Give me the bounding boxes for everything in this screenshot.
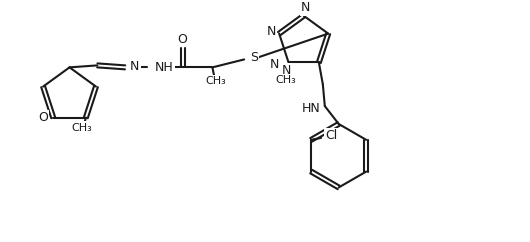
Text: CH₃: CH₃ [275,75,296,85]
Text: N: N [270,58,279,71]
Text: N: N [130,60,139,73]
Text: O: O [178,33,188,46]
Text: N: N [282,64,292,77]
Text: NH: NH [155,61,174,74]
Text: N: N [301,1,311,14]
Text: CH₃: CH₃ [205,76,226,86]
Text: O: O [38,111,48,124]
Text: S: S [250,51,258,64]
Text: Cl: Cl [325,129,338,142]
Text: HN: HN [302,102,320,114]
Text: N: N [267,25,276,38]
Text: CH₃: CH₃ [72,122,92,133]
